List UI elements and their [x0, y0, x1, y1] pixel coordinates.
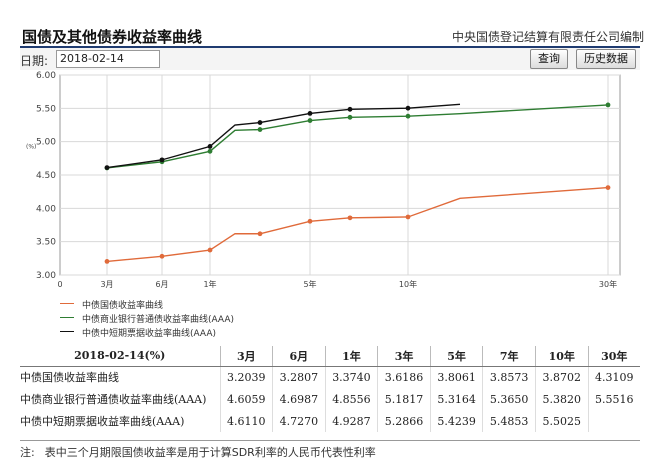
x-tick-label: 0 [57, 280, 62, 289]
series-point [405, 105, 411, 111]
series-point [405, 113, 411, 119]
table-header-cell: 3月 [219, 346, 273, 367]
y-tick-label: 5.50 [36, 104, 56, 114]
y-axis-label: (%) [26, 143, 36, 150]
footnote-prefix: 注: [20, 446, 35, 459]
table-cell: 4.3109 [587, 366, 640, 388]
series-point [159, 253, 165, 259]
legend-swatch [60, 303, 74, 304]
table-cell: 5.1817 [377, 388, 431, 410]
series-line [106, 186, 609, 263]
table-cell: 4.9287 [324, 410, 378, 432]
table-cell: 5.5025 [534, 410, 589, 432]
table-cell: 5.3820 [534, 388, 589, 410]
legend-label: 中债国债收益率曲线 [82, 301, 164, 311]
table-cell: 5.2866 [377, 410, 431, 432]
table-header-cell: 1年 [324, 346, 378, 367]
series-point [405, 214, 411, 220]
table-cell [587, 410, 640, 432]
page-header: 国债及其他债券收益率曲线 中央国债登记结算有限责任公司编制 [0, 0, 660, 48]
date-toolbar: 日期: 2018-02-14 查询 历史数据 [20, 48, 640, 70]
series-point [207, 144, 213, 149]
table-cell: 5.4853 [482, 410, 536, 432]
series-point [347, 215, 353, 221]
series-point [159, 157, 165, 163]
legend-label: 中债商业银行普通债收益率曲线(AAA) [82, 315, 234, 325]
table-cell: 4.6059 [219, 388, 273, 410]
footnote: 注: 表中三个月期限国债收益率是用于计算SDR利率的人民币代表性利率 [20, 440, 640, 460]
y-tick-label: 4.50 [36, 171, 56, 181]
table-cell: 4.7270 [272, 410, 326, 432]
series-point [257, 120, 263, 125]
y-tick-label: 4.00 [36, 204, 56, 214]
y-tick-label: 3.00 [36, 271, 56, 281]
table-header-cell: 7年 [482, 346, 536, 367]
series-point [104, 259, 110, 264]
table-header-cell: 10年 [534, 346, 589, 367]
table-cell: 4.6987 [272, 388, 326, 410]
y-tick-label: 6.00 [36, 71, 56, 81]
table-cell: 5.3164 [429, 388, 483, 410]
table-cell: 3.3740 [324, 366, 378, 388]
chart-canvas: 3.00 3.50 4.00 4.50 5.00 5.50 6.00 (%) 0 3月 6月 1年 5年… [26, 71, 621, 289]
yield-table: 2018-02-14(%) 3月 6月 1年 3年 5年 7年 10年 30年 中债国债收益率… [20, 346, 640, 432]
series-point [605, 102, 611, 108]
table-header-row: 2018-02-14(%) 3月 6月 1年 3年 5年 7年 10年 30年 [20, 346, 640, 367]
series-point [347, 106, 353, 112]
table-row: 中债中短期票据收益率曲线(AAA) 4.6110 4.7270 4.9287 5.286… [20, 410, 640, 432]
series-line [106, 104, 609, 169]
table-cell: 5.4239 [429, 410, 483, 432]
title-divider [20, 46, 640, 48]
series-point [257, 231, 263, 237]
table-row: 中债商业银行普通债收益率曲线(AAA) 4.6059 4.6987 4.8556 5.1… [20, 388, 640, 410]
table-cell: 4.8556 [324, 388, 378, 410]
series-point [307, 111, 313, 116]
table-header-cell: 5年 [429, 346, 483, 367]
table-header-cell: 30年 [587, 346, 640, 367]
x-tick-label: 1年 [203, 279, 216, 289]
yield-curve-chart: 3.00 3.50 4.00 4.50 5.00 5.50 6.00 (%) 0 3月 6月 1年 5年… [20, 70, 640, 345]
legend-swatch [60, 317, 74, 318]
table-header-cell: 6月 [272, 346, 326, 367]
compiler-credit: 中央国债登记结算有限责任公司编制 [451, 30, 644, 44]
x-tick-label: 5年 [303, 279, 316, 289]
table-cell: 3.8061 [429, 366, 483, 388]
table-cell: 5.5516 [587, 388, 640, 410]
x-tick-label: 6月 [155, 280, 168, 289]
series-point [307, 118, 313, 123]
legend-label: 中债中短期票据收益率曲线(AAA) [82, 329, 216, 339]
date-label: 日期: [20, 54, 49, 68]
row-label: 中债商业银行普通债收益率曲线(AAA) [20, 393, 207, 406]
date-input[interactable]: 2018-02-14 [56, 50, 160, 68]
table-cell: 3.2807 [272, 366, 326, 388]
table-row: 中债国债收益率曲线 3.2039 3.2807 3.3740 3.6186 3.8061 3… [20, 366, 640, 388]
series-point [104, 165, 110, 170]
table-cell: 3.2039 [219, 366, 273, 388]
table-cell: 3.6186 [377, 366, 431, 388]
series-point [307, 218, 313, 224]
y-tick-label: 3.50 [36, 238, 56, 248]
series-point [207, 148, 213, 154]
table-cell: 5.3650 [482, 388, 536, 410]
row-label: 中债中短期票据收益率曲线(AAA) [20, 415, 185, 428]
row-label: 中债国债收益率曲线 [20, 371, 119, 385]
table-cell: 3.8573 [482, 366, 536, 388]
x-tick-label: 30年 [599, 279, 617, 289]
series-point [257, 127, 263, 132]
table-cell: 4.6110 [219, 410, 273, 432]
page-title: 国债及其他债券收益率曲线 [22, 28, 203, 46]
table-corner-label: 2018-02-14(%) [20, 346, 220, 367]
legend-swatch [60, 331, 74, 332]
series-point [605, 185, 611, 191]
table-header-cell: 3年 [377, 346, 431, 367]
footnote-text: 表中三个月期限国债收益率是用于计算SDR利率的人民币代表性利率 [44, 446, 376, 459]
series-point [347, 114, 353, 120]
series-point [207, 247, 213, 253]
table-cell: 3.8702 [534, 366, 589, 388]
x-tick-label: 10年 [399, 279, 417, 289]
query-button[interactable]: 查询 [530, 49, 568, 69]
y-tick-label: 5.00 [36, 138, 56, 148]
x-tick-label: 3月 [100, 280, 113, 289]
history-data-button[interactable]: 历史数据 [576, 49, 636, 69]
